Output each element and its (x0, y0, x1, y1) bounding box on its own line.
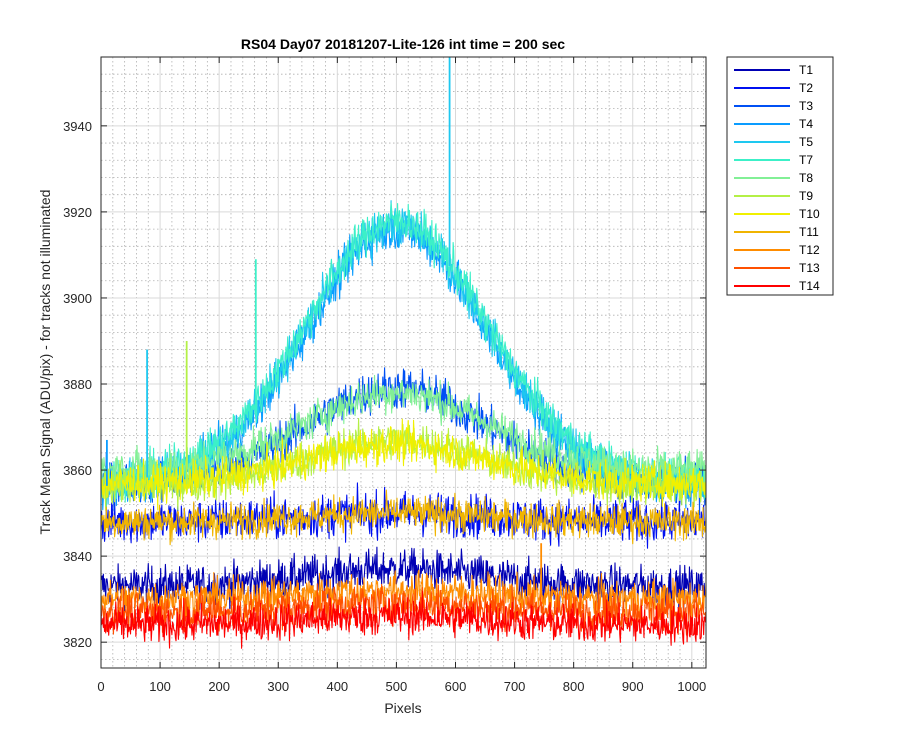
y-tick-label: 3860 (63, 463, 92, 478)
x-tick-label: 500 (386, 679, 408, 694)
legend-label-t4: T4 (799, 117, 813, 131)
plot-area-frame (100, 56, 707, 669)
legend-label-t11: T11 (799, 225, 819, 239)
y-tick-label: 3840 (63, 549, 92, 564)
y-tick-label: 3920 (63, 205, 92, 220)
legend-label-t13: T13 (799, 261, 820, 275)
x-tick-label: 800 (563, 679, 585, 694)
x-axis-title: Pixels (384, 700, 421, 716)
legend: T1 T2 T3 T4 T5 T7 T8 T9 T10 T11 T12 T13 T14 (726, 56, 834, 296)
legend-label-t9: T9 (799, 189, 813, 203)
x-tick-label: 200 (208, 679, 230, 694)
x-tick-label: 700 (504, 679, 526, 694)
legend-label-t14: T14 (799, 279, 820, 293)
x-tick-label: 0 (97, 679, 104, 694)
series-layer (101, 57, 706, 649)
series-line-t1 (101, 546, 706, 613)
y-axis: 3820 3840 3860 3880 3900 3920 3940 (63, 119, 706, 650)
chart-title: RS04 Day07 20181207-Lite-126 int time = … (241, 36, 565, 52)
y-tick-label: 3820 (63, 635, 92, 650)
legend-label-t8: T8 (799, 171, 813, 185)
y-tick-label: 3900 (63, 291, 92, 306)
y-tick-label: 3880 (63, 377, 92, 392)
legend-label-t12: T12 (799, 243, 820, 257)
x-tick-label: 300 (267, 679, 289, 694)
legend-label-t2: T2 (799, 81, 813, 95)
x-tick-label: 100 (149, 679, 171, 694)
legend-label-t5: T5 (799, 135, 813, 149)
legend-label-t7: T7 (799, 153, 813, 167)
x-tick-label: 600 (445, 679, 467, 694)
series-line-t10 (101, 418, 706, 511)
x-tick-label: 400 (326, 679, 348, 694)
series-line-t11 (101, 489, 706, 546)
y-tick-label: 3940 (63, 119, 92, 134)
x-axis: 0 100 200 300 400 500 600 700 800 900 1000 (97, 57, 706, 694)
y-axis-title: Track Mean Signal (ADU/pix) - for tracks… (37, 190, 53, 535)
legend-label-t10: T10 (799, 207, 820, 221)
x-tick-label: 1000 (677, 679, 706, 694)
x-tick-label: 900 (622, 679, 644, 694)
series-line-t14 (101, 590, 706, 649)
legend-box (726, 56, 834, 296)
legend-label-t1: T1 (799, 63, 813, 77)
legend-label-t3: T3 (799, 99, 813, 113)
